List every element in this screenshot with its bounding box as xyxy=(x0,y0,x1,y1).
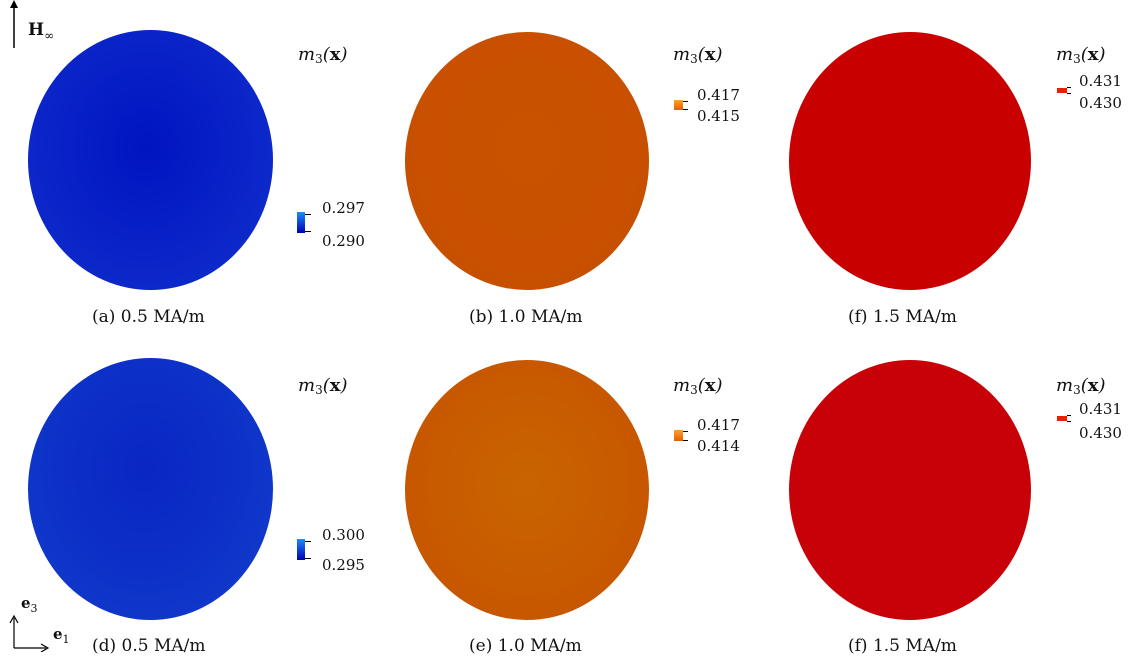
tick-low-f: 0.430 xyxy=(1079,424,1122,442)
tick-high-f: 0.431 xyxy=(1079,400,1122,418)
axis-label-horizontal: e1 xyxy=(53,625,70,646)
magnetization-disk-a xyxy=(28,30,273,290)
field-label: H∞ xyxy=(28,20,55,43)
legend-title-d: m3(x) xyxy=(298,375,348,397)
colorbar-a xyxy=(297,212,305,233)
magnetization-disk-b xyxy=(405,32,649,290)
tick-high-b: 0.417 xyxy=(697,86,740,104)
colorbar-ticks-c xyxy=(1067,87,1071,94)
caption-d: (d) 0.5 MA/m xyxy=(92,636,206,656)
legend-title-e: m3(x) xyxy=(673,375,723,397)
caption-e: (e) 1.0 MA/m xyxy=(469,636,582,656)
magnetization-disk-f xyxy=(789,360,1031,620)
colorbar-e xyxy=(674,430,683,441)
caption-c: (f) 1.5 MA/m xyxy=(848,307,957,327)
tick-high-c: 0.431 xyxy=(1079,72,1122,90)
caption-f: (f) 1.5 MA/m xyxy=(848,636,957,656)
axis-label-vertical: e3 xyxy=(21,594,38,615)
tick-low-d: 0.295 xyxy=(322,556,365,574)
caption-b: (b) 1.0 MA/m xyxy=(469,307,583,327)
legend-title-a: m3(x) xyxy=(298,44,348,66)
colorbar-ticks-e xyxy=(683,431,688,441)
colorbar-f xyxy=(1057,416,1067,421)
colorbar-ticks-f xyxy=(1067,415,1071,422)
magnetization-disk-e xyxy=(405,360,649,620)
field-arrow-icon xyxy=(10,0,18,48)
tick-high-a: 0.297 xyxy=(322,199,365,217)
tick-high-e: 0.417 xyxy=(697,416,740,434)
colorbar-c xyxy=(1057,88,1067,93)
colorbar-b xyxy=(674,100,683,110)
axes-icon xyxy=(9,614,50,652)
tick-high-d: 0.300 xyxy=(322,526,365,544)
tick-low-b: 0.415 xyxy=(697,107,740,125)
legend-title-b: m3(x) xyxy=(673,44,723,66)
colorbar-ticks-a xyxy=(305,214,311,232)
tick-low-c: 0.430 xyxy=(1079,94,1122,112)
colorbar-ticks-b xyxy=(683,101,688,110)
caption-a: (a) 0.5 MA/m xyxy=(92,307,205,327)
colorbar-ticks-d xyxy=(305,541,311,559)
tick-low-a: 0.290 xyxy=(322,232,365,250)
legend-title-c: m3(x) xyxy=(1056,44,1106,66)
colorbar-d xyxy=(297,539,305,560)
tick-low-e: 0.414 xyxy=(697,437,740,455)
magnetization-disk-d xyxy=(28,358,273,620)
magnetization-disk-c xyxy=(789,32,1031,290)
legend-title-f: m3(x) xyxy=(1056,375,1106,397)
